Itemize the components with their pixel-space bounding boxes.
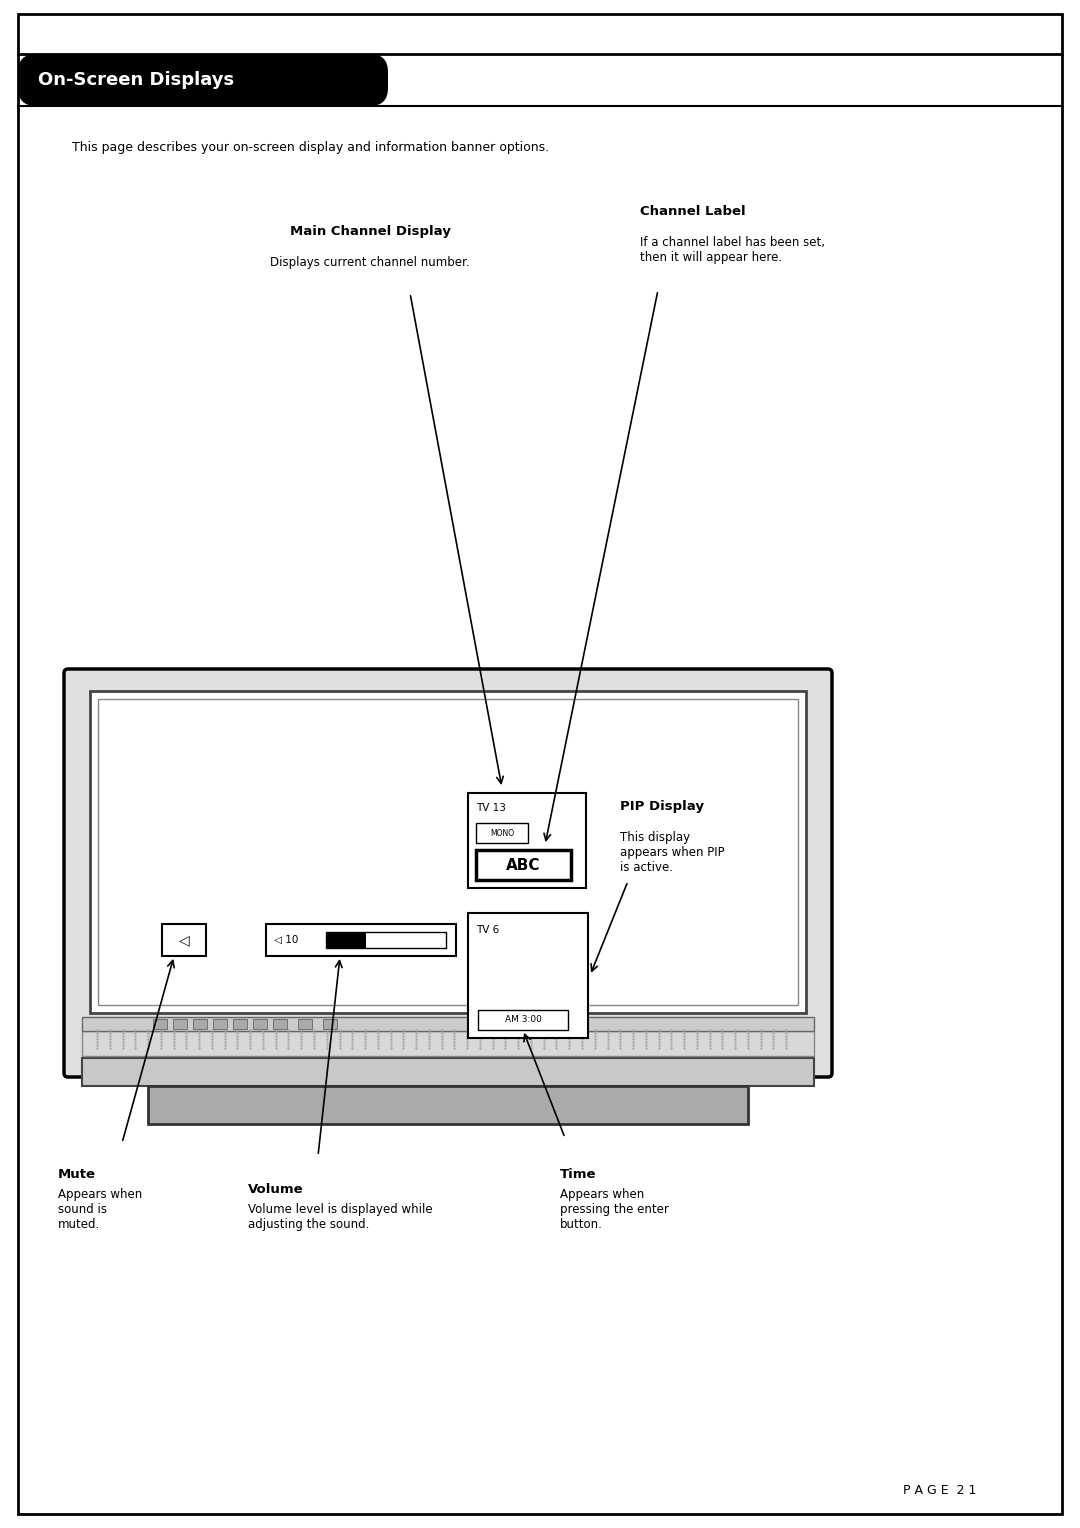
Text: ABC: ABC xyxy=(507,857,541,872)
Text: Main Channel Display: Main Channel Display xyxy=(289,225,450,238)
Text: PIP Display: PIP Display xyxy=(620,801,704,813)
Text: ◁: ◁ xyxy=(178,934,189,947)
Bar xyxy=(476,824,528,843)
Bar xyxy=(213,1019,227,1028)
Bar xyxy=(326,932,366,947)
Text: ◁ 10: ◁ 10 xyxy=(274,935,298,944)
Bar xyxy=(162,924,206,957)
Bar xyxy=(298,1019,312,1028)
Bar xyxy=(153,1019,167,1028)
Text: AM 3:00: AM 3:00 xyxy=(504,1016,541,1024)
Bar xyxy=(468,793,586,888)
Text: TV 6: TV 6 xyxy=(476,924,499,935)
Bar xyxy=(233,1019,247,1028)
Text: P A G E  2 1: P A G E 2 1 xyxy=(903,1484,976,1496)
Bar xyxy=(476,850,571,880)
Text: Channel Label: Channel Label xyxy=(640,205,745,219)
Bar xyxy=(326,932,446,947)
FancyBboxPatch shape xyxy=(18,53,388,105)
Text: If a channel label has been set,
then it will appear here.: If a channel label has been set, then it… xyxy=(640,235,825,264)
Text: MONO: MONO xyxy=(490,828,514,837)
Bar xyxy=(82,1018,814,1031)
Text: This page describes your on-screen display and information banner options.: This page describes your on-screen displ… xyxy=(72,142,549,154)
Bar xyxy=(82,1031,814,1056)
Text: Mute: Mute xyxy=(58,1167,96,1181)
Text: Appears when
sound is
muted.: Appears when sound is muted. xyxy=(58,1187,143,1232)
Text: Time: Time xyxy=(561,1167,596,1181)
Text: Volume: Volume xyxy=(248,1183,303,1196)
Bar xyxy=(468,914,588,1038)
FancyBboxPatch shape xyxy=(64,669,832,1077)
Text: TV 13: TV 13 xyxy=(476,804,505,813)
Bar xyxy=(98,698,798,1005)
Bar xyxy=(173,1019,187,1028)
Text: Displays current channel number.: Displays current channel number. xyxy=(270,257,470,269)
Text: On-Screen Displays: On-Screen Displays xyxy=(38,70,234,89)
Bar xyxy=(273,1019,287,1028)
Bar xyxy=(253,1019,267,1028)
Text: Appears when
pressing the enter
button.: Appears when pressing the enter button. xyxy=(561,1187,669,1232)
Bar xyxy=(148,1086,748,1125)
Bar xyxy=(266,924,456,957)
Bar xyxy=(90,691,806,1013)
Bar xyxy=(82,1057,814,1086)
Bar xyxy=(323,1019,337,1028)
Bar xyxy=(193,1019,207,1028)
Text: Volume level is displayed while
adjusting the sound.: Volume level is displayed while adjustin… xyxy=(248,1203,433,1232)
Text: This display
appears when PIP
is active.: This display appears when PIP is active. xyxy=(620,831,725,874)
Bar xyxy=(478,1010,568,1030)
